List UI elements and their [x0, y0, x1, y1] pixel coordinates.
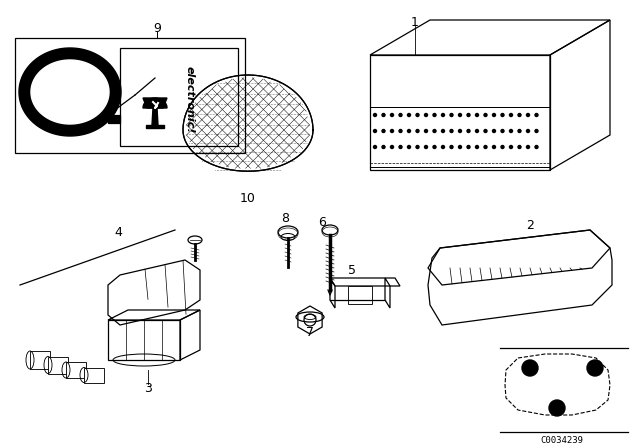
- Circle shape: [433, 113, 436, 116]
- Bar: [15, 38, 245, 153]
- Circle shape: [399, 146, 402, 148]
- Text: 2: 2: [526, 219, 534, 232]
- Circle shape: [535, 129, 538, 133]
- Circle shape: [408, 113, 410, 116]
- Polygon shape: [31, 60, 109, 124]
- Circle shape: [467, 129, 470, 133]
- Circle shape: [433, 129, 436, 133]
- Circle shape: [408, 129, 410, 133]
- Bar: [66, 362, 86, 378]
- Circle shape: [416, 113, 419, 116]
- Circle shape: [467, 146, 470, 148]
- Polygon shape: [143, 98, 167, 108]
- Circle shape: [416, 146, 419, 148]
- Circle shape: [390, 129, 394, 133]
- Circle shape: [476, 146, 479, 148]
- Circle shape: [518, 146, 521, 148]
- Circle shape: [390, 146, 394, 148]
- Text: 6: 6: [318, 215, 326, 228]
- Circle shape: [509, 146, 513, 148]
- Text: electronic!: electronic!: [185, 66, 195, 134]
- Circle shape: [433, 146, 436, 148]
- Polygon shape: [146, 125, 164, 128]
- Circle shape: [527, 129, 529, 133]
- Circle shape: [450, 113, 453, 116]
- Text: 7: 7: [306, 326, 314, 339]
- Circle shape: [522, 360, 538, 376]
- Circle shape: [484, 129, 487, 133]
- Bar: [84, 368, 104, 383]
- Circle shape: [476, 129, 479, 133]
- Circle shape: [399, 129, 402, 133]
- Circle shape: [382, 129, 385, 133]
- Bar: [348, 286, 372, 304]
- Circle shape: [535, 113, 538, 116]
- Circle shape: [493, 146, 495, 148]
- Circle shape: [374, 113, 376, 116]
- Text: 9: 9: [153, 22, 161, 34]
- Circle shape: [501, 146, 504, 148]
- Circle shape: [424, 146, 428, 148]
- Circle shape: [424, 113, 428, 116]
- Bar: [30, 351, 50, 369]
- Circle shape: [374, 129, 376, 133]
- Circle shape: [518, 113, 521, 116]
- Circle shape: [527, 113, 529, 116]
- Circle shape: [442, 146, 445, 148]
- Circle shape: [416, 129, 419, 133]
- Circle shape: [527, 146, 529, 148]
- Circle shape: [382, 113, 385, 116]
- Circle shape: [476, 113, 479, 116]
- Circle shape: [424, 129, 428, 133]
- Circle shape: [458, 146, 461, 148]
- Circle shape: [549, 400, 565, 416]
- Circle shape: [501, 129, 504, 133]
- Circle shape: [450, 146, 453, 148]
- Polygon shape: [143, 98, 167, 108]
- Circle shape: [450, 129, 453, 133]
- Circle shape: [442, 113, 445, 116]
- Circle shape: [374, 146, 376, 148]
- Text: 1: 1: [411, 16, 419, 29]
- Bar: [370, 107, 550, 167]
- Circle shape: [408, 146, 410, 148]
- Circle shape: [458, 129, 461, 133]
- Circle shape: [509, 129, 513, 133]
- Circle shape: [484, 113, 487, 116]
- Polygon shape: [108, 115, 120, 123]
- Polygon shape: [19, 48, 121, 136]
- Text: 5: 5: [348, 263, 356, 276]
- Circle shape: [493, 129, 495, 133]
- Circle shape: [493, 113, 495, 116]
- Circle shape: [442, 129, 445, 133]
- Text: 4: 4: [114, 225, 122, 238]
- Text: 3: 3: [144, 382, 152, 395]
- Circle shape: [390, 113, 394, 116]
- Bar: [48, 357, 68, 374]
- Circle shape: [382, 146, 385, 148]
- Text: 10: 10: [240, 191, 256, 204]
- Polygon shape: [152, 108, 158, 125]
- Circle shape: [518, 129, 521, 133]
- Circle shape: [458, 113, 461, 116]
- Circle shape: [399, 113, 402, 116]
- Circle shape: [467, 113, 470, 116]
- Circle shape: [501, 113, 504, 116]
- Circle shape: [484, 146, 487, 148]
- Circle shape: [535, 146, 538, 148]
- Bar: [120, 48, 238, 146]
- Text: C0034239: C0034239: [541, 435, 584, 444]
- Circle shape: [587, 360, 603, 376]
- Text: 8: 8: [281, 211, 289, 224]
- Circle shape: [509, 113, 513, 116]
